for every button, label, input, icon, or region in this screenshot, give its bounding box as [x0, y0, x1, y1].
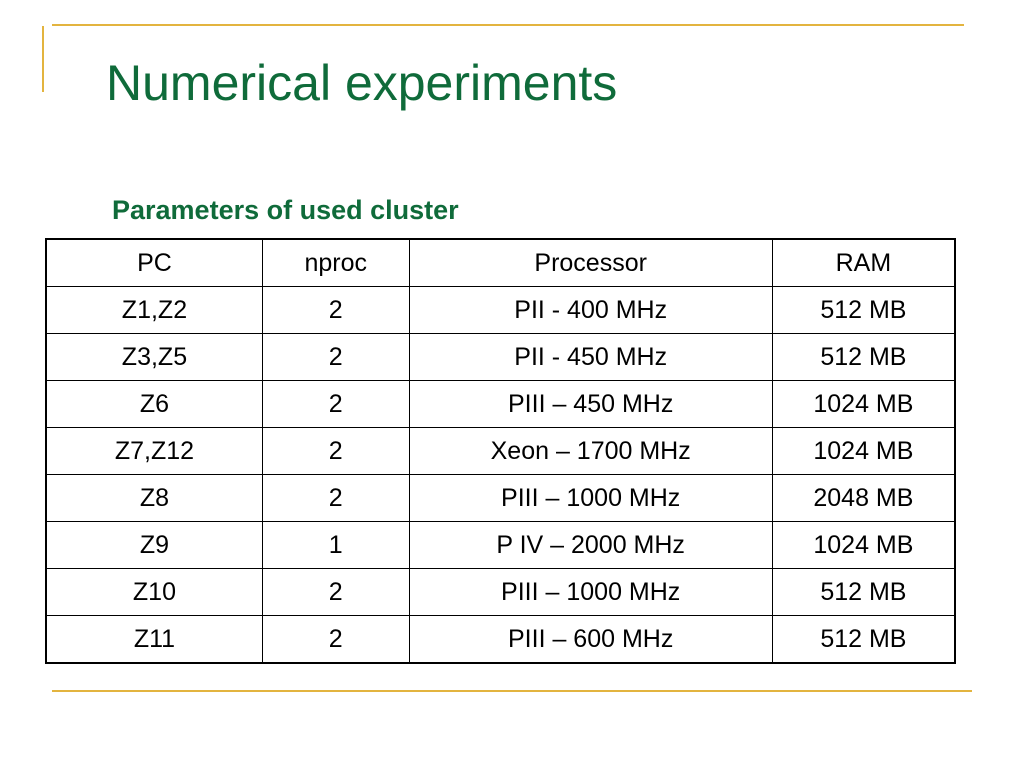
- slide-title: Numerical experiments: [106, 55, 618, 111]
- table-row: Z7,Z12 2 Xeon – 1700 MHz 1024 MB: [45, 427, 956, 475]
- cell-nproc: 2: [261, 615, 410, 664]
- table-header-row: PC nproc Processor RAM: [45, 238, 956, 287]
- cell-pc: Z3,Z5: [45, 333, 263, 381]
- left-accent-line: [42, 26, 44, 92]
- cell-processor: PII - 400 MHz: [408, 286, 773, 334]
- cell-nproc: 2: [261, 568, 410, 616]
- cell-pc: Z10: [45, 568, 263, 616]
- cell-nproc: 2: [261, 380, 410, 428]
- cell-ram: 2048 MB: [771, 474, 956, 522]
- cell-pc: Z7,Z12: [45, 427, 263, 475]
- cell-pc: Z11: [45, 615, 263, 664]
- column-header-pc: PC: [45, 238, 263, 287]
- cell-ram: 512 MB: [771, 568, 956, 616]
- table-row: Z3,Z5 2 PII - 450 MHz 512 MB: [45, 333, 956, 381]
- table-row: Z10 2 PIII – 1000 MHz 512 MB: [45, 568, 956, 616]
- table-row: Z6 2 PIII – 450 MHz 1024 MB: [45, 380, 956, 428]
- column-header-ram: RAM: [771, 238, 956, 287]
- cell-ram: 1024 MB: [771, 380, 956, 428]
- table-row: Z11 2 PIII – 600 MHz 512 MB: [45, 615, 956, 664]
- bottom-divider-line: [52, 690, 972, 692]
- cell-processor: PIII – 600 MHz: [408, 615, 773, 664]
- column-header-nproc: nproc: [261, 238, 410, 287]
- cell-processor: PIII – 450 MHz: [408, 380, 773, 428]
- cell-pc: Z8: [45, 474, 263, 522]
- cell-pc: Z9: [45, 521, 263, 569]
- cell-ram: 512 MB: [771, 286, 956, 334]
- column-header-processor: Processor: [408, 238, 773, 287]
- cell-pc: Z1,Z2: [45, 286, 263, 334]
- cell-nproc: 2: [261, 286, 410, 334]
- cell-processor: PIII – 1000 MHz: [408, 568, 773, 616]
- cell-processor: P IV – 2000 MHz: [408, 521, 773, 569]
- top-divider-line: [52, 24, 964, 26]
- cell-nproc: 2: [261, 474, 410, 522]
- cell-processor: PIII – 1000 MHz: [408, 474, 773, 522]
- cell-processor: Xeon – 1700 MHz: [408, 427, 773, 475]
- cell-nproc: 2: [261, 333, 410, 381]
- cluster-parameters-table: PC nproc Processor RAM Z1,Z2 2 PII - 400…: [45, 238, 956, 664]
- cell-processor: PII - 450 MHz: [408, 333, 773, 381]
- cell-ram: 512 MB: [771, 615, 956, 664]
- table-row: Z9 1 P IV – 2000 MHz 1024 MB: [45, 521, 956, 569]
- cell-ram: 1024 MB: [771, 521, 956, 569]
- cell-ram: 512 MB: [771, 333, 956, 381]
- cell-pc: Z6: [45, 380, 263, 428]
- table-row: Z1,Z2 2 PII - 400 MHz 512 MB: [45, 286, 956, 334]
- cell-nproc: 2: [261, 427, 410, 475]
- slide-subtitle: Parameters of used cluster: [112, 195, 459, 225]
- cell-nproc: 1: [261, 521, 410, 569]
- cell-ram: 1024 MB: [771, 427, 956, 475]
- table-row: Z8 2 PIII – 1000 MHz 2048 MB: [45, 474, 956, 522]
